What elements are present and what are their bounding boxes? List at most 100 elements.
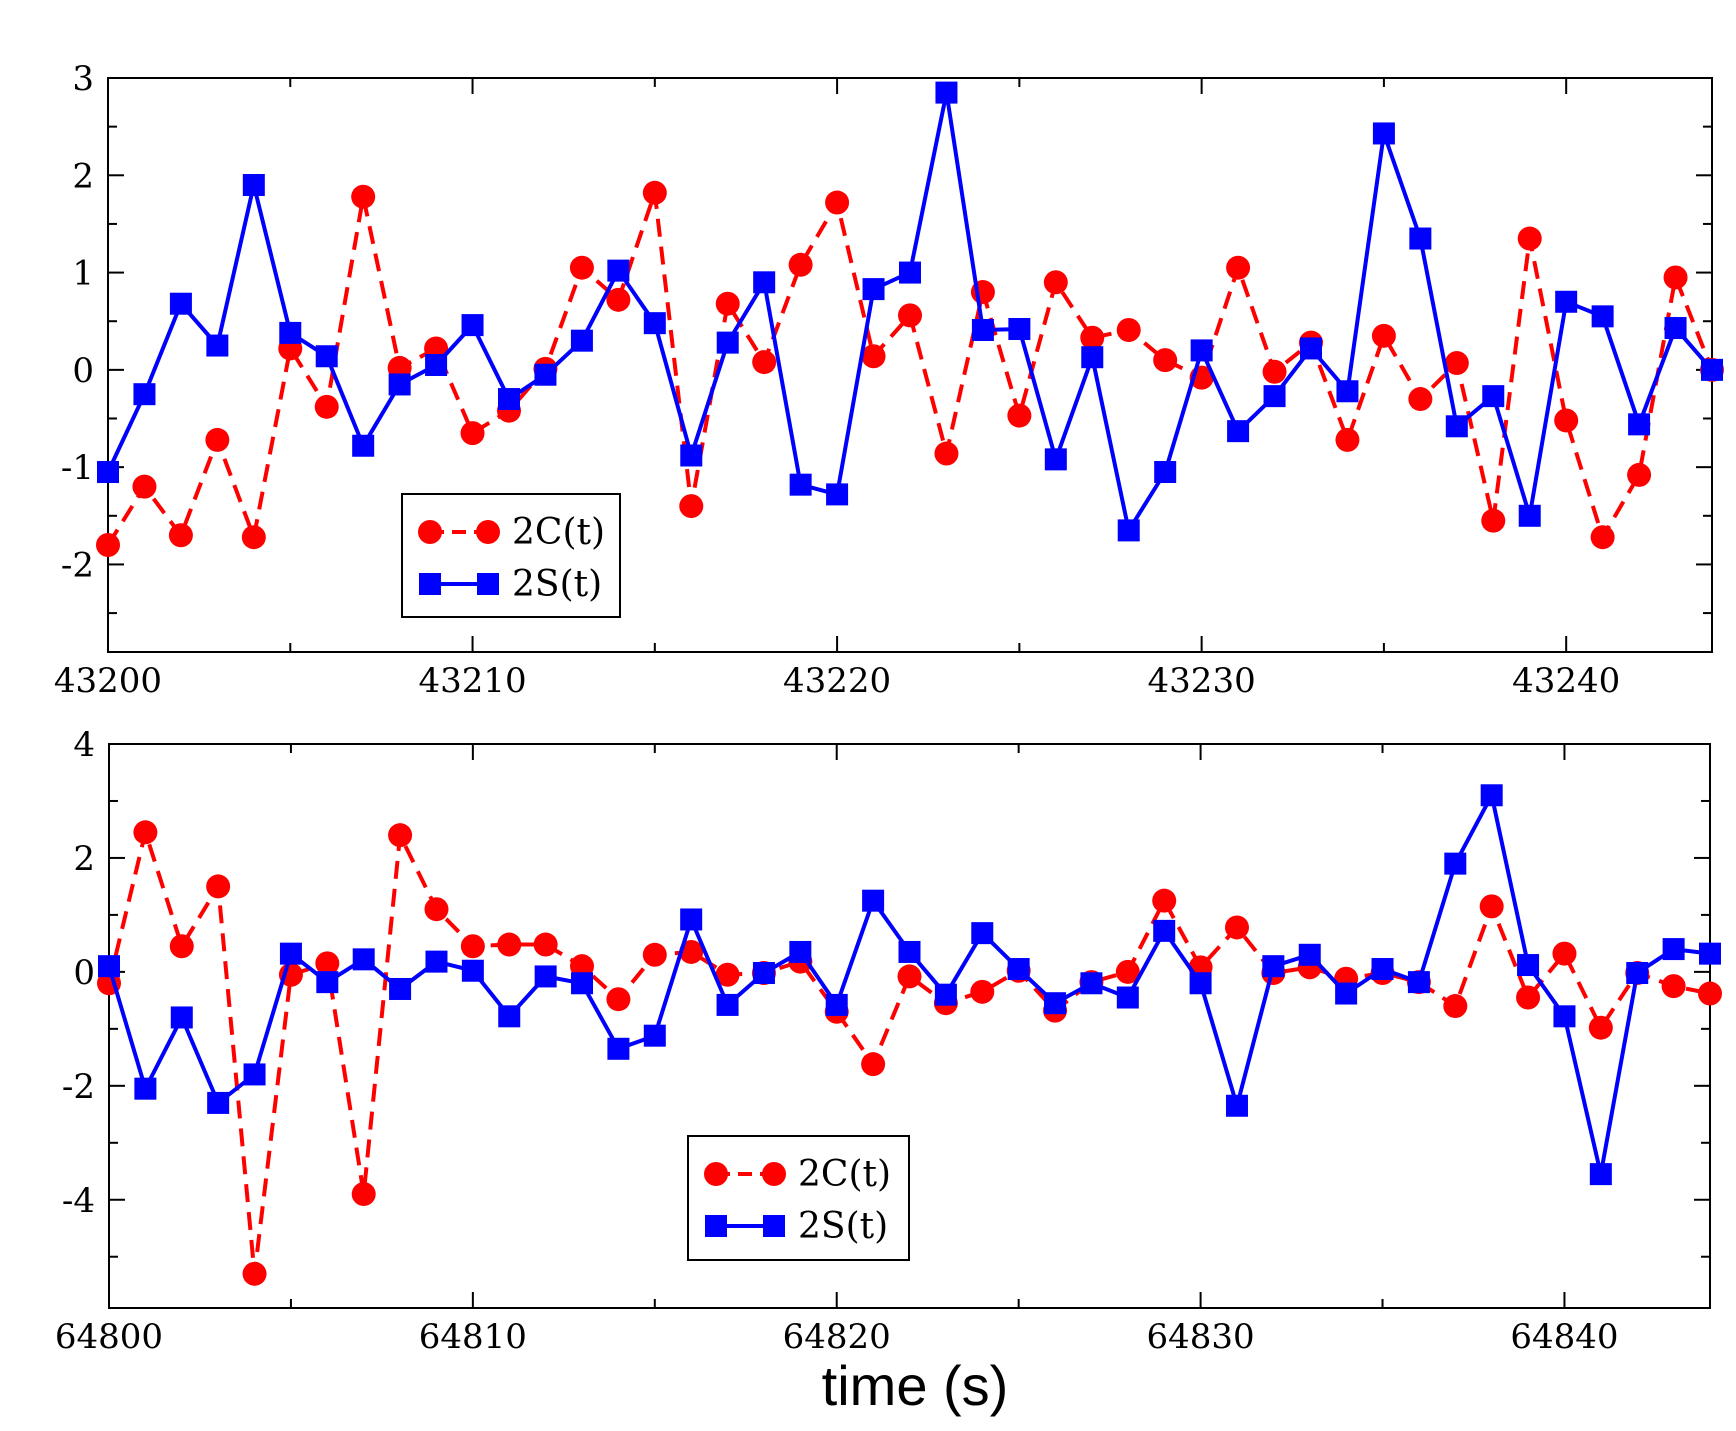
data-point-2c [1588,1015,1613,1040]
y-tick-label: 1 [72,254,94,294]
x-tick-label: 43240 [1512,661,1620,701]
data-point-2s [716,331,739,354]
data-point-2c [642,942,667,967]
data-point-2s [279,321,302,344]
data-point-2s [1008,318,1031,341]
data-point-2c [168,523,193,548]
data-point-2s [1664,317,1687,340]
data-point-2c [315,951,340,976]
plot-frame [108,743,1711,1309]
x-tick-label: 64840 [1510,1317,1618,1357]
y-tick-label: 3 [72,59,94,99]
data-point-2s [1300,337,1322,360]
data-point-2s [1116,986,1139,1009]
data-point-2s [461,314,484,337]
series-2s [98,784,1721,1186]
data-point-2c [1443,994,1468,1019]
data-point-2c [1007,403,1032,428]
data-point-2c [825,190,850,215]
data-point-2s [753,271,776,294]
legend-marker-2s [705,1215,727,1237]
data-point-2c [934,441,959,466]
data-point-2c [205,427,230,452]
data-point-2s [243,1063,266,1086]
data-point-2s [315,345,338,368]
data-point-2c [1224,915,1249,940]
data-point-2s [207,1091,230,1114]
data-point-2s [1335,982,1358,1005]
data-point-2c [206,874,231,899]
x-tick-label: 43220 [783,661,891,701]
data-point-2s [1044,992,1067,1015]
data-point-2s [1225,1094,1248,1117]
data-point-2s [1081,346,1104,369]
data-point-2s [607,1037,630,1060]
data-point-2c [570,954,595,979]
y-tick-label: 0 [73,953,95,993]
data-point-2c [96,532,120,557]
y-tick-label: 0 [72,351,94,391]
data-point-2c [1226,255,1251,280]
data-point-2c [533,932,558,957]
data-point-2s [1701,358,1723,381]
series-line-2c [107,830,1711,1276]
x-tick-label: 64810 [419,1317,527,1357]
data-point-2s [498,388,520,411]
data-point-2s [534,363,557,386]
data-point-2c [897,964,922,989]
x-tick-label: 43230 [1148,661,1256,701]
y-ticks [108,77,1712,615]
top-panel: 43200 43210 43220 43230 43240 -2 -1 0 1 2 3 2C(t) 2S… [54,59,1724,701]
data-point-2s [971,922,994,945]
data-point-2s [389,977,412,1000]
data-point-2c [606,987,631,1012]
data-point-2c [679,939,704,964]
data-point-2s [1117,519,1140,542]
y-tick-label: -4 [62,1181,95,1221]
legend-marker-2c [476,520,500,544]
data-point-2s [1007,958,1030,981]
data-point-2s [1553,1005,1576,1028]
data-point-2s [752,962,775,985]
legend-label-2s: 2S(t) [512,564,602,605]
data-point-2s [1080,972,1103,995]
data-point-2c [1152,888,1177,913]
data-point-2s [680,908,703,931]
legend-marker-2c [704,1162,728,1186]
data-point-2s [898,940,921,963]
data-point-2s [352,948,375,971]
data-point-2s [1409,227,1432,250]
bottom-panel: 64800 64810 64820 64830 64840 -4 -2 0 2 4 2C(t) 2S(… [55,725,1722,1357]
data-point-2s [1371,958,1394,981]
data-point-2s [1262,955,1285,978]
y-tick-label: 2 [72,156,94,196]
data-point-2s [1444,852,1467,875]
data-point-2c [497,932,522,957]
legend-marker-2c [418,520,442,544]
series-2c [96,180,1724,557]
data-point-2c [133,820,158,845]
x-axis-label: time (s) [822,1354,1009,1417]
y-tick-label: 2 [73,839,95,879]
data-point-2s [825,993,848,1016]
data-point-2s [1407,971,1430,994]
data-point-2s [1445,415,1468,438]
data-point-2s [934,983,957,1006]
data-point-2c [242,1261,267,1286]
data-point-2c [970,979,995,1004]
data-point-2c [314,394,339,419]
data-point-2s [1518,504,1541,527]
x-tick-label: 64820 [783,1317,891,1357]
data-point-2s [971,318,994,341]
data-point-2c [1116,317,1141,342]
data-point-2c [1554,408,1579,433]
data-point-2s [134,1077,157,1100]
data-point-2s [1227,420,1250,443]
legend-marker-2s [763,1215,785,1237]
data-point-2s [1662,938,1685,961]
data-point-2s [643,1024,666,1047]
legend-box [401,493,621,618]
data-point-2c [1408,387,1433,412]
data-point-2s [1517,954,1540,977]
